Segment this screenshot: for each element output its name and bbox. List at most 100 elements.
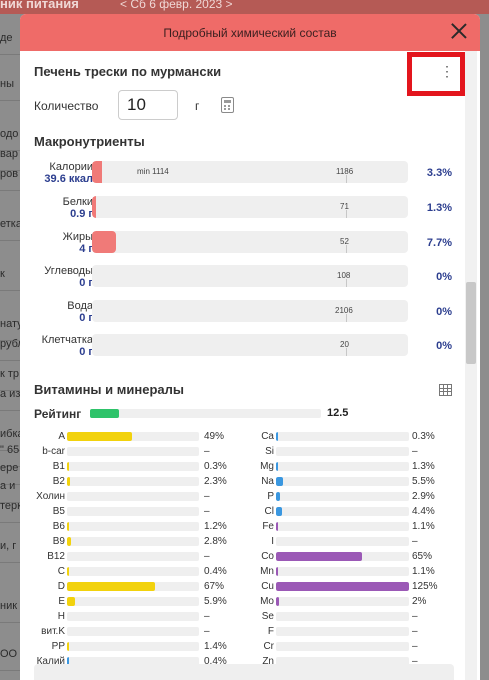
- macro-value: 0.9 г: [70, 208, 93, 220]
- background-divider: [0, 450, 20, 451]
- quantity-input[interactable]: [118, 90, 178, 120]
- nutrient-name: b-car: [42, 446, 65, 457]
- background-text-fragment: и, г: [0, 540, 17, 552]
- background-text-fragment: к: [0, 268, 5, 280]
- rating-bar: [90, 409, 321, 418]
- nutrient-bar: [276, 447, 409, 456]
- table-view-icon[interactable]: [439, 384, 452, 396]
- background-divider: [0, 290, 20, 291]
- nutrient-row: Холин – P 2.9%: [20, 490, 465, 504]
- macro-target-tick: [346, 348, 347, 356]
- nutrient-percent: –: [412, 536, 418, 547]
- nutrient-row: B5 – Cl 4.4%: [20, 505, 465, 519]
- nutrient-row: B6 1.2% Fe 1.1%: [20, 520, 465, 534]
- nutrient-bar: [67, 612, 199, 621]
- nutrient-name: Калий: [36, 656, 65, 667]
- background-text-fragment: к тр: [0, 368, 20, 380]
- macro-target-tick: [346, 175, 347, 183]
- nutrient-name: Mn: [260, 566, 274, 577]
- nutrient-bar-fill: [67, 477, 71, 486]
- nutrient-bar-fill: [67, 432, 132, 441]
- nutrient-bar: [67, 657, 199, 666]
- background-divider: [0, 170, 20, 171]
- nutrient-bar: [276, 552, 409, 561]
- nutrient-bar: [67, 567, 199, 576]
- macro-bar: 52: [92, 231, 408, 253]
- nutrient-percent: 1.4%: [204, 641, 227, 652]
- nutrient-row: E 5.9% Mo 2%: [20, 595, 465, 609]
- chemical-composition-dialog: Подробный химический состав Печень треск…: [20, 14, 480, 680]
- rating-value: 12.5: [327, 407, 349, 419]
- macro-target-tick: [346, 279, 347, 287]
- scrollbar-track[interactable]: [465, 51, 477, 680]
- nutrient-percent: 125%: [412, 581, 438, 592]
- nutrient-row: B2 2.3% Na 5.5%: [20, 475, 465, 489]
- nutrient-percent: –: [204, 551, 210, 562]
- nutrient-percent: 1.1%: [412, 566, 435, 577]
- nutrient-percent: –: [412, 641, 418, 652]
- background-text-fragment: терке: [0, 500, 20, 512]
- macro-target-label: 2106: [335, 306, 353, 315]
- background-divider: [0, 622, 20, 623]
- nutrient-bar-fill: [67, 657, 69, 666]
- nutrient-row: Калий 0.4% Zn –: [20, 655, 465, 669]
- nutrient-row: вит.K – F –: [20, 625, 465, 639]
- background-divider: [0, 484, 20, 485]
- nutrient-bar-fill: [276, 477, 284, 486]
- nutrient-bar: [67, 642, 199, 651]
- nutrient-percent: 2.8%: [204, 536, 227, 547]
- macro-target-label: 108: [337, 271, 351, 280]
- nutrient-percent: –: [204, 506, 210, 517]
- nutrient-name: Fe: [262, 521, 274, 532]
- nutrient-name: C: [57, 566, 65, 577]
- background-divider: [0, 360, 20, 361]
- macro-percent: 1.3%: [426, 202, 452, 214]
- background-header: ник питания < Сб 6 февр. 2023 >: [0, 0, 489, 14]
- background-divider: [0, 190, 20, 191]
- background-divider: [0, 240, 20, 241]
- background-divider: [0, 340, 20, 341]
- macro-target-label: 71: [340, 202, 349, 211]
- nutrient-row: D 67% Cu 125%: [20, 580, 465, 594]
- nutrient-percent: 5.9%: [204, 596, 227, 607]
- nutrient-bar: [67, 432, 199, 441]
- bottom-partial-row: [34, 664, 454, 680]
- macro-value: 0 г: [79, 277, 93, 289]
- scrollbar-thumb[interactable]: [466, 282, 476, 364]
- background-divider: [0, 54, 20, 55]
- nutrient-percent: –: [412, 626, 418, 637]
- nutrient-percent: 2.3%: [204, 476, 227, 487]
- nutrient-bar-fill: [67, 582, 156, 591]
- background-title: ник питания: [0, 0, 79, 11]
- calculator-icon[interactable]: [221, 97, 234, 113]
- nutrient-percent: 65%: [412, 551, 433, 562]
- nutrient-percent: 1.2%: [204, 521, 227, 532]
- nutrient-percent: 2%: [412, 596, 427, 607]
- nutrient-percent: 1.1%: [412, 521, 435, 532]
- nutrient-bar: [67, 537, 199, 546]
- nutrient-percent: 4.4%: [412, 506, 435, 517]
- nutrient-percent: –: [204, 446, 210, 457]
- nutrient-name: H: [57, 611, 65, 622]
- nutrient-row: B12 – Co 65%: [20, 550, 465, 564]
- nutrient-bar: [276, 642, 409, 651]
- nutrient-bar: [67, 582, 199, 591]
- background-text-fragment: ОО: [0, 648, 18, 660]
- macro-name: Вода: [67, 300, 93, 312]
- macro-value: 0 г: [79, 312, 93, 324]
- macro-bar-fill: [92, 161, 103, 183]
- nutrient-bar: [276, 567, 409, 576]
- nutrient-bar-fill: [276, 462, 278, 471]
- macro-value: 4 г: [79, 243, 93, 255]
- nutrient-name: B6: [52, 521, 65, 532]
- macro-percent: 0%: [436, 306, 452, 318]
- macro-row: Жиры 4 г 52 7.7%: [20, 231, 465, 257]
- nutrient-name: B2: [52, 476, 65, 487]
- nutrient-percent: 0.3%: [412, 431, 435, 442]
- macro-row: Углеводы 0 г 108 0%: [20, 265, 465, 291]
- nutrient-bar: [67, 522, 199, 531]
- close-icon[interactable]: [450, 22, 468, 40]
- nutrient-bar: [67, 507, 199, 516]
- macro-row: Вода 0 г 2106 0%: [20, 300, 465, 326]
- macro-target-label: 52: [340, 237, 349, 246]
